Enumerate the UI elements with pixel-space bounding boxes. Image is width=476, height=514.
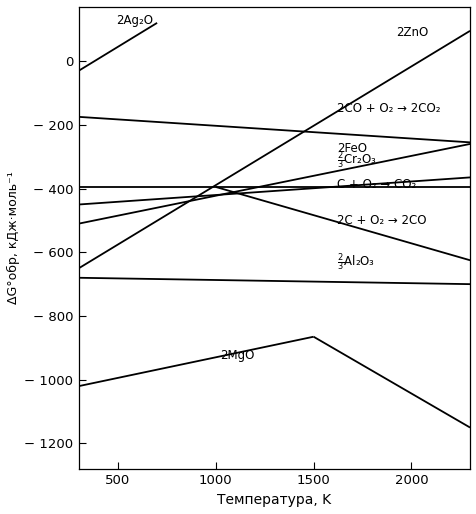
Text: 2FeO: 2FeO	[337, 142, 367, 155]
Text: 2ZnO: 2ZnO	[395, 26, 427, 40]
Text: 2CO + O₂ → 2CO₂: 2CO + O₂ → 2CO₂	[337, 102, 440, 115]
Text: $\frac{2}{3}$Cr₂O₃: $\frac{2}{3}$Cr₂O₃	[337, 150, 376, 171]
Text: 2Ag₂O: 2Ag₂O	[116, 14, 153, 27]
Text: $\frac{2}{3}$Al₂O₃: $\frac{2}{3}$Al₂O₃	[337, 251, 374, 273]
Text: 2MgO: 2MgO	[219, 349, 254, 362]
Y-axis label: ΔG°обр, кДж·моль⁻¹: ΔG°обр, кДж·моль⁻¹	[7, 172, 20, 304]
Text: 2C + O₂ → 2CO: 2C + O₂ → 2CO	[337, 214, 426, 227]
Text: C + O₂ → CO₂: C + O₂ → CO₂	[337, 178, 416, 191]
X-axis label: Температура, K: Температура, K	[217, 493, 331, 507]
